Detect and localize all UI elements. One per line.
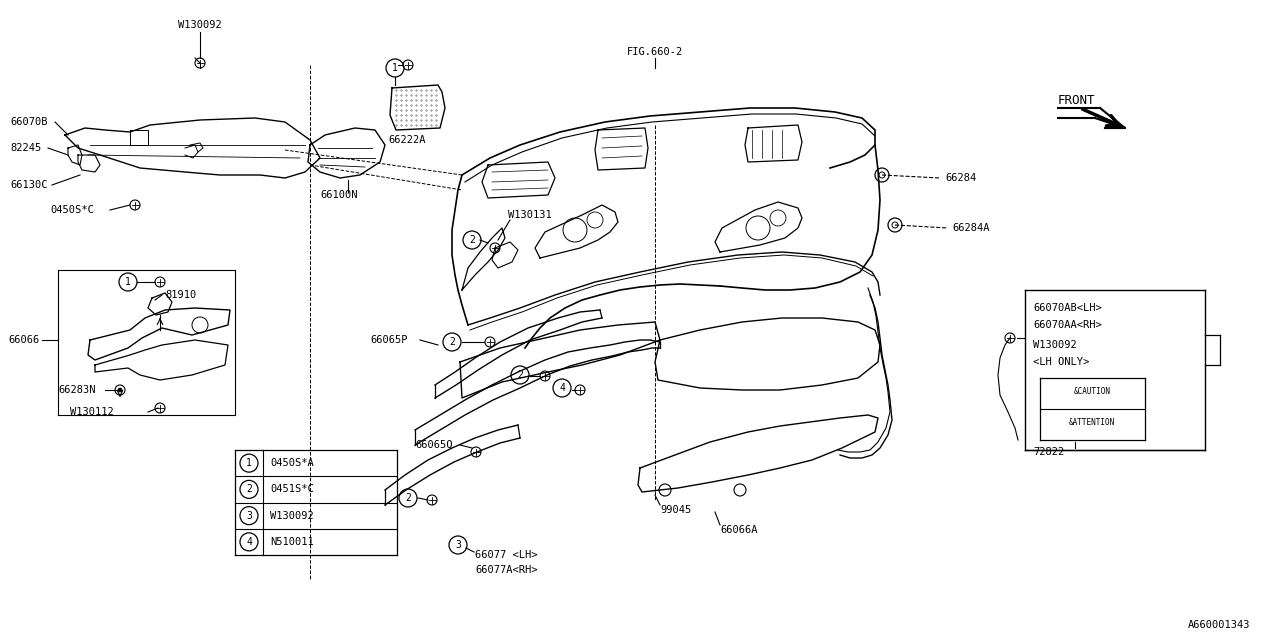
Text: 3: 3 [246,511,252,520]
Text: W130092: W130092 [1033,340,1076,350]
Text: 66130C: 66130C [10,180,47,190]
Text: 0450S*A: 0450S*A [270,458,314,468]
Text: 66077A<RH>: 66077A<RH> [475,565,538,575]
Text: 1: 1 [246,458,252,468]
Text: FRONT: FRONT [1059,93,1096,106]
Text: 99045: 99045 [660,505,691,515]
Text: 4: 4 [559,383,564,393]
Text: 2: 2 [517,370,524,380]
Text: W130092: W130092 [178,20,221,30]
Text: W130092: W130092 [270,511,314,520]
Text: FIG.660-2: FIG.660-2 [627,47,684,57]
Text: 1: 1 [125,277,131,287]
Text: 4: 4 [246,537,252,547]
Text: 66283N: 66283N [58,385,96,395]
Text: <LH ONLY>: <LH ONLY> [1033,357,1089,367]
Text: 2: 2 [468,235,475,245]
Text: 66222A: 66222A [388,135,425,145]
Text: 66100N: 66100N [320,190,357,200]
Text: 66070AA<RH>: 66070AA<RH> [1033,320,1102,330]
Text: 82245: 82245 [10,143,41,153]
Text: A660001343: A660001343 [1188,620,1251,630]
Text: 72822: 72822 [1033,447,1064,457]
Text: 66070B: 66070B [10,117,47,127]
Text: 66070AB<LH>: 66070AB<LH> [1033,303,1102,313]
Text: 66066: 66066 [8,335,40,345]
Text: W130131: W130131 [508,210,552,220]
Text: 66077 <LH>: 66077 <LH> [475,550,538,560]
Text: W130112: W130112 [70,407,114,417]
Text: 66284A: 66284A [952,223,989,233]
Text: 2: 2 [449,337,454,347]
Text: N510011: N510011 [270,537,314,547]
Text: 0450S*C: 0450S*C [50,205,93,215]
Text: 66065P: 66065P [370,335,407,345]
Text: 0451S*C: 0451S*C [270,484,314,494]
Text: 2: 2 [246,484,252,494]
Text: 81910: 81910 [165,290,196,300]
Text: 66284: 66284 [945,173,977,183]
Text: 66066A: 66066A [719,525,758,535]
Text: &ATTENTION: &ATTENTION [1069,418,1115,427]
Text: 1: 1 [392,63,398,73]
Text: 66065Q: 66065Q [415,440,453,450]
Circle shape [118,388,122,392]
Text: 2: 2 [404,493,411,503]
Text: 3: 3 [456,540,461,550]
Text: &CAUTION: &CAUTION [1074,387,1111,396]
